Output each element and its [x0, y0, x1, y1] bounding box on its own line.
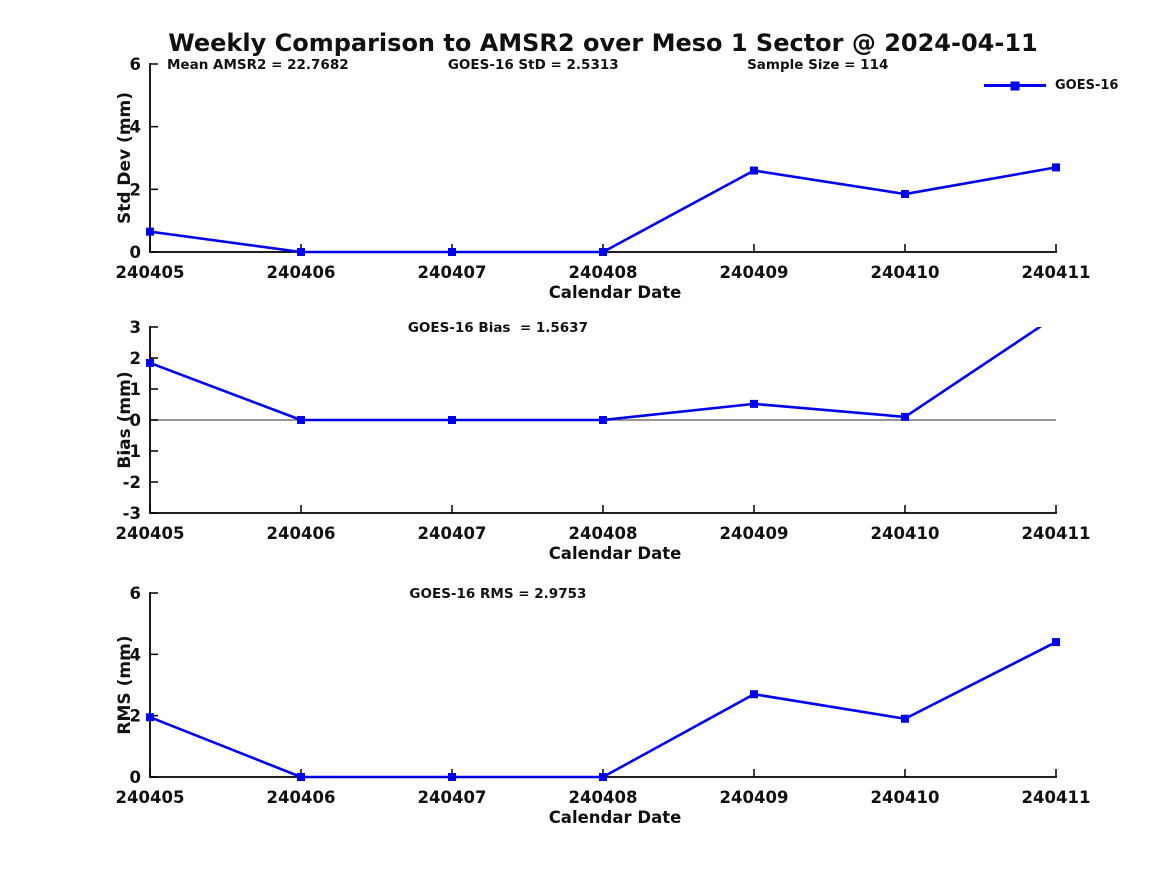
data-point-marker — [1052, 163, 1060, 172]
y-axis-title: Bias (mm) — [115, 371, 135, 468]
y-axis-title: Std Dev (mm) — [115, 92, 135, 224]
data-point-marker — [901, 412, 909, 421]
y-tick-label: -3 — [123, 504, 141, 523]
data-point-marker — [750, 166, 758, 175]
y-tick-label: 0 — [130, 768, 141, 787]
axis-lines — [149, 63, 1057, 253]
y-tick-label: 3 — [130, 318, 141, 337]
data-point-marker — [599, 773, 607, 781]
data-point-marker — [750, 690, 758, 699]
data-line-GOES-16 — [149, 166, 1057, 254]
x-tick-label: 240405 — [116, 788, 185, 807]
x-tick-label: 240405 — [116, 263, 185, 282]
y-tick-label: 2 — [130, 349, 141, 368]
x-tick-label: 240408 — [569, 524, 638, 543]
x-tick-label: 240406 — [267, 524, 336, 543]
data-point-marker — [146, 713, 154, 722]
y-tick-label: 4 — [130, 645, 141, 664]
annotation: Sample Size = 114 — [747, 57, 888, 73]
data-point-marker — [146, 358, 154, 367]
x-tick-label: 240407 — [418, 263, 487, 282]
x-tick-label: 240409 — [720, 263, 789, 282]
x-tick-label: 240410 — [871, 524, 940, 543]
x-tick-label: 240407 — [418, 788, 487, 807]
data-point-marker — [599, 416, 607, 424]
x-tick-label: 240408 — [569, 788, 638, 807]
data-point-marker — [448, 416, 456, 424]
chart-title: Weekly Comparison to AMSR2 over Meso 1 S… — [168, 29, 1038, 57]
y-tick-label: -1 — [123, 442, 141, 461]
legend-line-sample — [984, 81, 1046, 90]
data-line-GOES-16 — [149, 640, 1057, 779]
x-tick-label: 240411 — [1022, 263, 1091, 282]
subplot-rms: 0 2 4 6 240405 240406 240407 240408 240409 240410… — [115, 584, 1090, 827]
data-point-marker — [901, 714, 909, 723]
x-tick-label: 240410 — [871, 788, 940, 807]
y-tick-label: 2 — [130, 180, 141, 199]
annotation: GOES-16 StD = 2.5313 — [448, 57, 619, 73]
x-tick-label: 240409 — [720, 788, 789, 807]
x-tick-label: 240411 — [1022, 788, 1091, 807]
data-point-marker — [448, 248, 456, 256]
x-tick-label: 240406 — [267, 788, 336, 807]
y-tick-label: 6 — [130, 55, 141, 74]
legend-square-marker-icon — [1010, 81, 1020, 90]
axis-lines — [149, 592, 1057, 778]
y-tick-label: 1 — [130, 380, 141, 399]
x-axis-title: Calendar Date — [549, 808, 682, 827]
data-line-GOES-16 — [149, 327, 1043, 422]
subplot-std-dev: 0 2 4 6 240405 240406 240407 240408 240409 240410… — [115, 55, 1090, 302]
data-point-marker — [448, 773, 456, 781]
data-point-marker — [1052, 638, 1060, 647]
x-tick-label: 240408 — [569, 263, 638, 282]
y-tick-label: 2 — [130, 707, 141, 726]
x-tick-label: 240405 — [116, 524, 185, 543]
x-tick-label: 240410 — [871, 263, 940, 282]
data-point-marker — [146, 227, 154, 236]
y-tick-label: 0 — [130, 411, 141, 430]
subplot-bias: -3 -2 -1 0 1 2 3 240405 240406 240407 240408 240409… — [115, 318, 1091, 563]
x-axis-title: Calendar Date — [549, 283, 682, 302]
data-point-marker — [297, 248, 305, 256]
legend-label: GOES-16 — [1055, 78, 1119, 93]
y-axis-title: RMS (mm) — [115, 635, 135, 734]
x-tick-label: 240411 — [1022, 524, 1091, 543]
x-tick-label: 240406 — [267, 263, 336, 282]
y-tick-label: -2 — [123, 473, 141, 492]
data-point-marker — [297, 773, 305, 781]
y-tick-label: 4 — [130, 118, 141, 137]
annotation: GOES-16 Bias = 1.5637 — [408, 320, 588, 336]
x-tick-label: 240407 — [418, 524, 487, 543]
annotation: GOES-16 RMS = 2.9753 — [409, 586, 586, 602]
data-point-marker — [901, 190, 909, 199]
x-axis-title: Calendar Date — [549, 544, 682, 563]
legend: GOES-16 — [984, 78, 1118, 93]
data-point-marker — [599, 248, 607, 256]
data-point-marker — [297, 416, 305, 424]
y-tick-label: 6 — [130, 584, 141, 603]
data-point-marker — [750, 399, 758, 408]
y-tick-label: 0 — [130, 243, 141, 262]
x-tick-label: 240409 — [720, 524, 789, 543]
annotation: Mean AMSR2 = 22.7682 — [167, 57, 349, 73]
